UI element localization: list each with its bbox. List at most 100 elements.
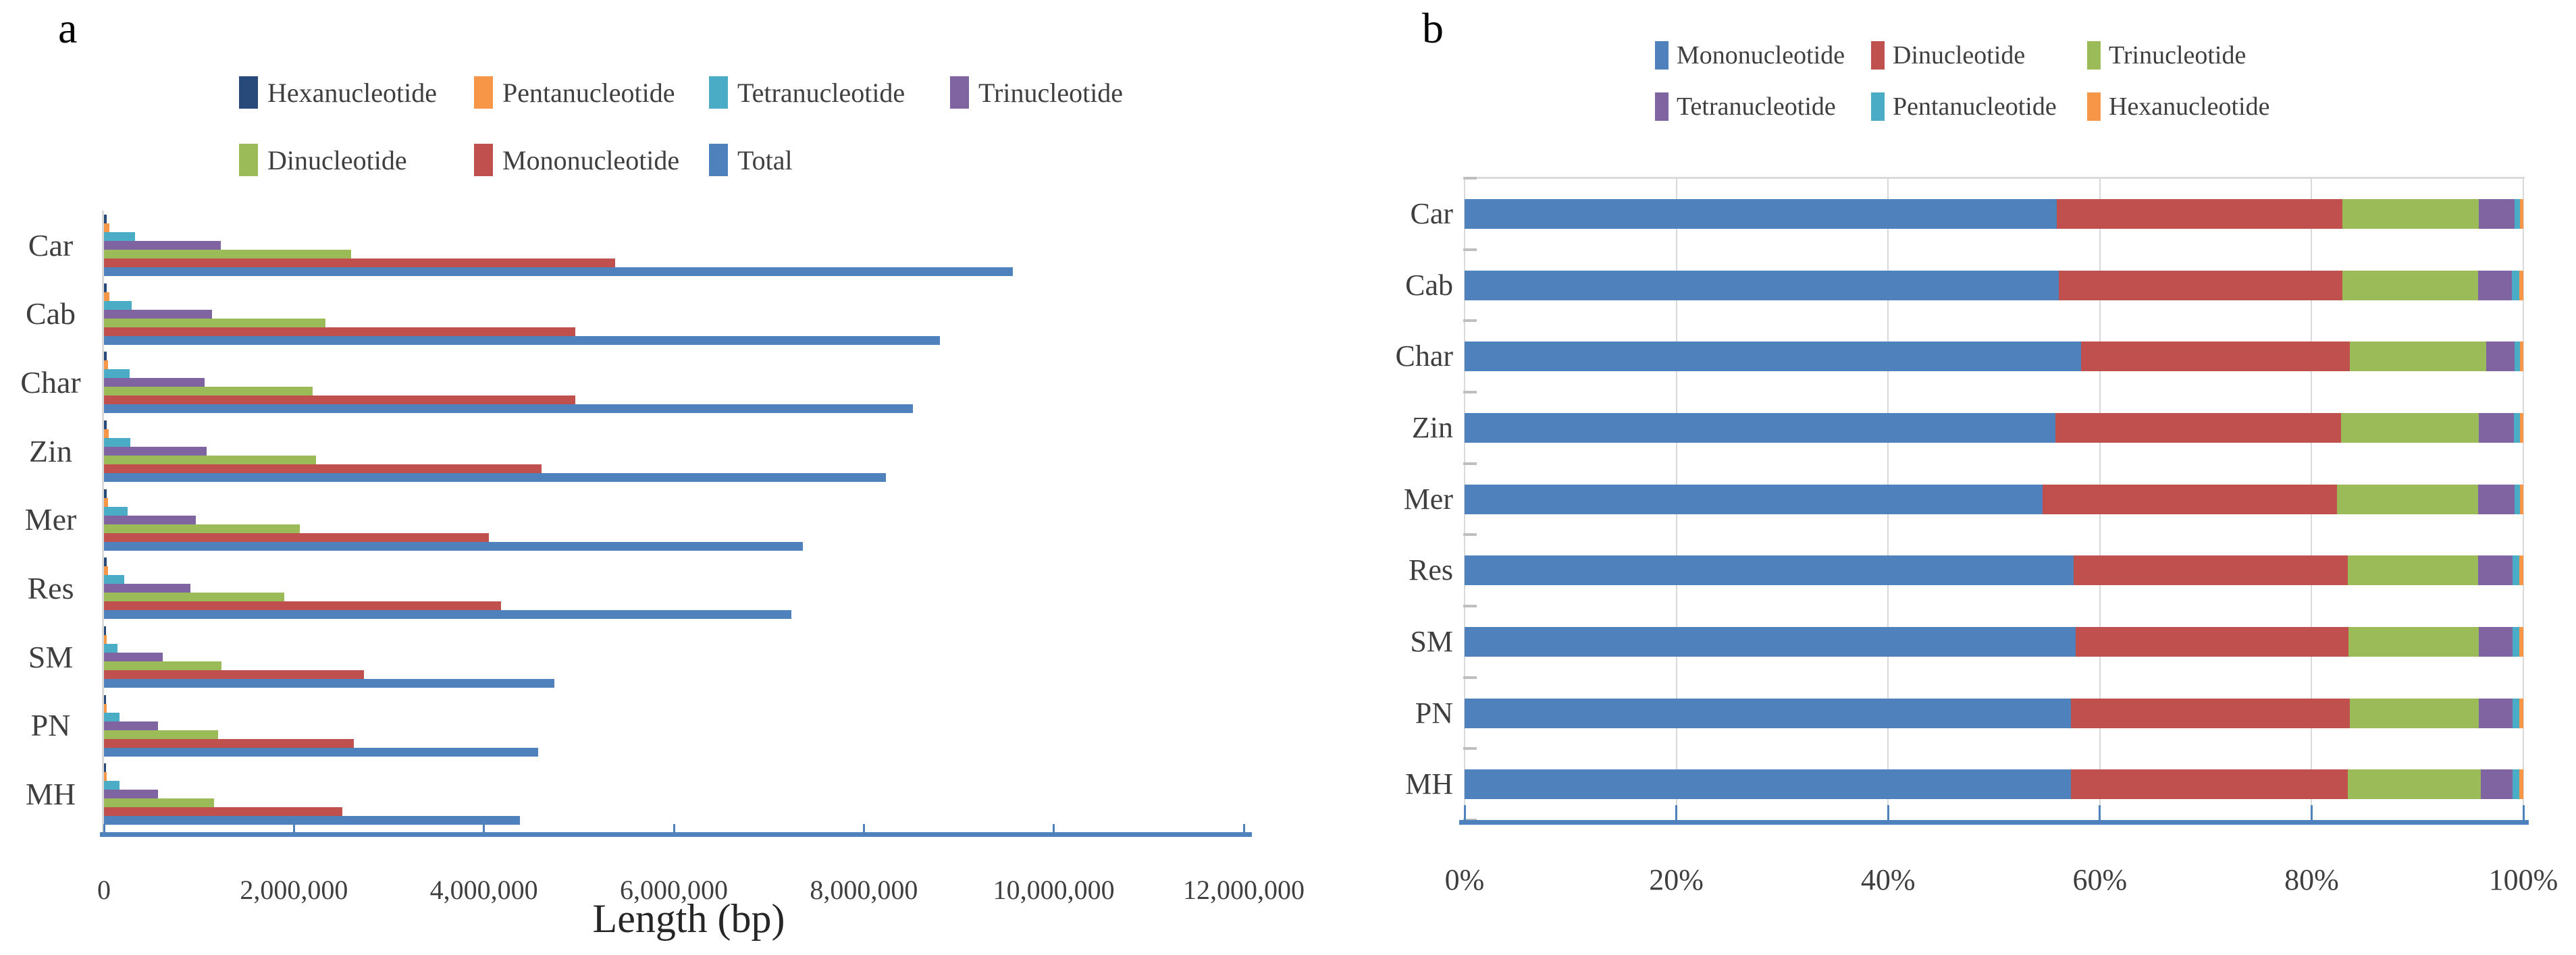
stack-segment-sm-hexanucleotide — [2519, 627, 2523, 657]
bar-car-total — [104, 267, 1014, 276]
stack-segment-mer-trinucleotide — [2337, 484, 2478, 514]
stack-segment-mh-pentanucleotide — [2513, 769, 2519, 800]
category-label-zin: Zin — [29, 433, 72, 468]
x-tick-label: 80% — [2284, 863, 2339, 896]
x-axis-tick — [673, 824, 675, 832]
bar-cab-hexanucleotide — [104, 283, 107, 292]
stack-segment-pn-mononucleotide — [1465, 698, 2072, 728]
legend-swatch-mononucleotide-icon — [1655, 41, 1668, 70]
stack-segment-res-tetranucleotide — [2477, 555, 2513, 586]
stack-segment-car-pentanucleotide — [2515, 199, 2521, 229]
stack-segment-char-tetranucleotide — [2486, 342, 2515, 372]
x-axis-tick — [1242, 824, 1245, 832]
bar-mer-total — [104, 541, 804, 551]
legend-label: Mononucleotide — [502, 144, 680, 175]
x-tick-label: 8,000,000 — [810, 875, 918, 905]
bar-cab-pentanucleotide — [104, 292, 110, 301]
stack-segment-mer-pentanucleotide — [2515, 484, 2521, 514]
stack-segment-car-hexanucleotide — [2520, 199, 2523, 229]
legend-item-total: Total — [709, 143, 793, 177]
bar-char-mononucleotide — [104, 395, 575, 405]
stack-segment-car-mononucleotide — [1465, 199, 2057, 229]
category-label-zin: Zin — [1411, 411, 1453, 444]
legend-swatch-total-icon — [709, 144, 728, 176]
bar-car-pentanucleotide — [104, 223, 109, 232]
stack-segment-res-trinucleotide — [2347, 555, 2478, 586]
stack-segment-car-tetranucleotide — [2479, 199, 2515, 229]
bar-mh-tetranucleotide — [104, 781, 120, 790]
stack-segment-mh-tetranucleotide — [2481, 769, 2513, 800]
bar-res-total — [104, 610, 792, 620]
stack-segment-mh-hexanucleotide — [2519, 769, 2523, 800]
stack-segment-cab-trinucleotide — [2342, 270, 2478, 300]
bar-pn-tetranucleotide — [104, 712, 120, 721]
x-axis-tick — [1463, 805, 1466, 820]
x-axis-tick — [1053, 824, 1055, 832]
bar-char-hexanucleotide — [104, 352, 107, 361]
legend-label: Tetranucleotide — [1677, 92, 1836, 121]
bar-pn-mononucleotide — [104, 738, 354, 748]
bar-zin-mononucleotide — [104, 464, 542, 473]
bar-sm-hexanucleotide — [104, 626, 106, 635]
stack-segment-mer-mononucleotide — [1465, 484, 2043, 514]
legend-label: Mononucleotide — [1677, 41, 1845, 70]
bar-mh-total — [104, 816, 521, 825]
x-tick-label: 4,000,000 — [429, 875, 538, 905]
category-label-car: Car — [1410, 197, 1453, 230]
bar-zin-hexanucleotide — [104, 420, 107, 429]
category-axis-tick — [1463, 462, 1477, 465]
legend-label: Dinucleotide — [267, 144, 407, 175]
bar-cab-tetranucleotide — [104, 300, 132, 310]
legend-item-tetranucleotide: Tetranucleotide — [1655, 92, 1836, 121]
stack-segment-zin-hexanucleotide — [2520, 413, 2523, 443]
plot-top-border — [1465, 177, 2525, 179]
stack-segment-mer-tetranucleotide — [2477, 484, 2515, 514]
stack-segment-cab-pentanucleotide — [2511, 270, 2519, 300]
x-tick-label: 60% — [2072, 863, 2128, 896]
stack-segment-res-mononucleotide — [1465, 555, 2074, 586]
bar-mer-mononucleotide — [104, 533, 489, 542]
bar-pn-total — [104, 747, 538, 757]
panel-b-letter: b — [1422, 4, 1444, 52]
category-label-mer: Mer — [24, 502, 77, 537]
x-tick-label: 100% — [2488, 863, 2558, 896]
bar-mer-trinucleotide — [104, 515, 196, 524]
legend-swatch-dinucleotide-icon — [239, 144, 258, 176]
stack-segment-sm-pentanucleotide — [2513, 627, 2519, 657]
category-axis-tick — [1463, 391, 1477, 393]
legend-item-mononucleotide: Mononucleotide — [474, 143, 679, 177]
category-axis-tick — [1463, 605, 1477, 607]
bar-pn-pentanucleotide — [104, 703, 107, 713]
panel-a-letter: a — [58, 4, 78, 52]
legend-item-pentanucleotide: Pentanucleotide — [474, 76, 675, 109]
x-tick-label: 6,000,000 — [620, 875, 728, 905]
stack-segment-pn-pentanucleotide — [2513, 698, 2519, 728]
bar-res-trinucleotide — [104, 584, 190, 593]
bar-car-trinucleotide — [104, 241, 221, 250]
bar-cab-mononucleotide — [104, 327, 575, 336]
bar-mer-hexanucleotide — [104, 489, 107, 498]
bar-mh-trinucleotide — [104, 790, 159, 799]
bar-pn-dinucleotide — [104, 730, 218, 739]
stack-segment-mer-dinucleotide — [2043, 484, 2338, 514]
bar-char-pentanucleotide — [104, 360, 109, 370]
bar-mer-pentanucleotide — [104, 497, 108, 507]
category-axis-tick — [1463, 676, 1477, 679]
bar-zin-dinucleotide — [104, 456, 316, 464]
bar-car-hexanucleotide — [104, 215, 107, 223]
category-axis-tick — [1463, 177, 1477, 180]
legend-swatch-mononucleotide-icon — [474, 144, 493, 176]
legend-label: Trinucleotide — [2109, 41, 2246, 70]
stack-segment-sm-trinucleotide — [2348, 627, 2479, 657]
x-axis-tick — [862, 824, 865, 832]
bar-pn-trinucleotide — [104, 721, 159, 730]
stack-segment-sm-dinucleotide — [2075, 627, 2349, 657]
bar-res-pentanucleotide — [104, 566, 109, 576]
x-tick-label: 40% — [1860, 863, 1916, 896]
bar-cab-dinucleotide — [104, 318, 325, 327]
legend-item-trinucleotide: Trinucleotide — [950, 76, 1123, 109]
legend-swatch-hexanucleotide-icon — [239, 76, 258, 109]
bar-cab-total — [104, 335, 940, 345]
category-axis-tick — [1463, 747, 1477, 751]
bar-char-dinucleotide — [104, 387, 313, 396]
